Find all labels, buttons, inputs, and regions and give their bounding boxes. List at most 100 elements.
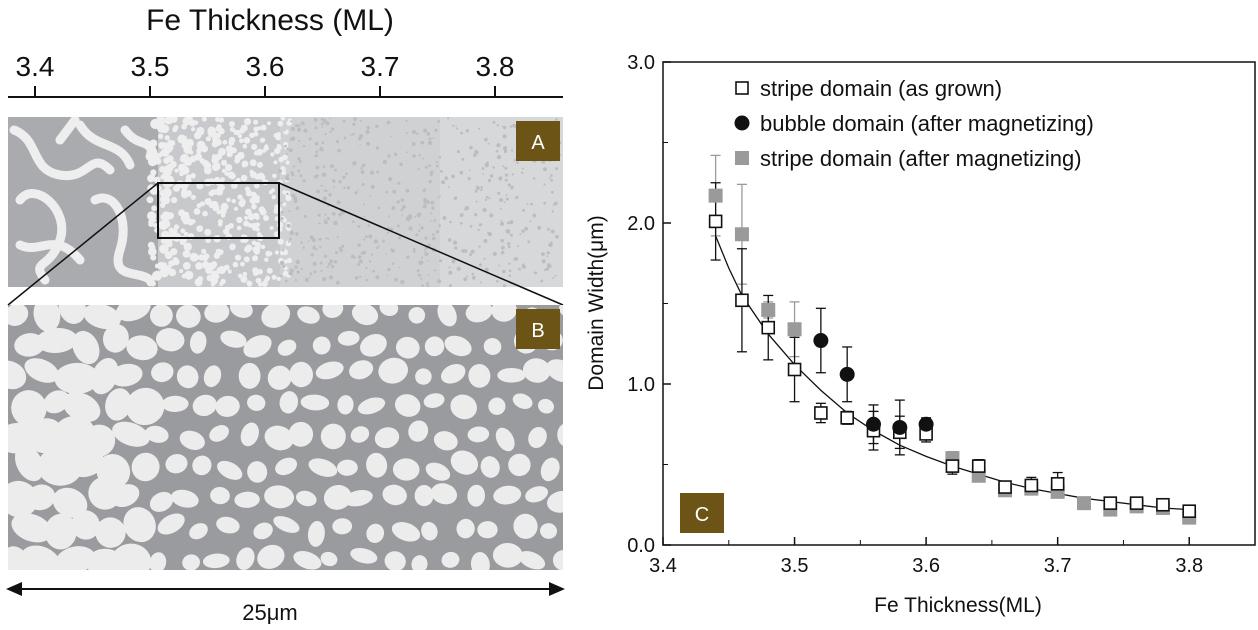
domain-bubble (149, 552, 167, 570)
domain-texture (369, 194, 371, 197)
top-axis-tick-label: 3.4 (16, 51, 55, 82)
domain-bubble (148, 221, 154, 227)
domain-texture (408, 226, 413, 231)
domain-texture (365, 129, 370, 135)
domain-bubble (236, 547, 255, 570)
domain-texture (350, 133, 352, 136)
domain-bubble (165, 164, 174, 172)
domain-texture (513, 159, 516, 162)
domain-texture (492, 251, 497, 256)
domain-texture (550, 174, 553, 177)
domain-bubble (197, 276, 204, 282)
domain-texture (328, 193, 332, 197)
domain-bubble (243, 220, 250, 227)
domain-bubble (196, 148, 202, 154)
domain-texture (451, 174, 455, 179)
domain-texture (284, 175, 289, 181)
domain-bubble (240, 174, 248, 182)
domain-bubble (64, 446, 104, 478)
domain-texture (314, 175, 318, 179)
domain-texture (320, 184, 323, 187)
domain-texture (323, 220, 328, 225)
domain-bubble (249, 132, 255, 138)
domain-bubble (205, 136, 211, 142)
domain-texture (367, 224, 371, 227)
domain-texture (505, 197, 509, 201)
marker-stripe-as-grown (1024, 478, 1039, 493)
domain-texture (463, 277, 468, 282)
domain-texture (467, 177, 471, 181)
domain-texture (298, 140, 301, 142)
marker-stripe-as-grown (998, 480, 1012, 494)
domain-texture (281, 210, 284, 214)
domain-texture (489, 174, 494, 178)
domain-bubble (492, 542, 523, 568)
domain-bubble (218, 147, 226, 156)
domain-bubble (547, 490, 563, 513)
domain-bubble (382, 484, 407, 506)
domain-texture (388, 177, 393, 182)
domain-texture (399, 162, 403, 166)
marker-stripe-after-magnetizing (1076, 496, 1091, 511)
domain-bubble (220, 213, 226, 218)
domain-bubble (157, 513, 185, 535)
domain-texture (353, 256, 356, 259)
domain-texture (376, 170, 379, 174)
domain-texture (368, 260, 372, 263)
domain-texture (363, 238, 366, 241)
domain-bubble (431, 483, 458, 505)
domain-bubble (251, 143, 258, 151)
domain-bubble (235, 177, 241, 183)
domain-texture (405, 132, 408, 134)
domain-texture (496, 280, 499, 283)
domain-texture (326, 216, 330, 221)
domain-texture (323, 218, 326, 221)
domain-bubble (283, 141, 289, 147)
domain-bubble (35, 328, 78, 353)
domain-bubble (193, 208, 201, 215)
domain-texture (465, 129, 470, 133)
domain-texture (322, 150, 325, 152)
domain-bubble (190, 173, 196, 179)
domain-bubble (227, 164, 232, 170)
badge-a-label: A (531, 132, 545, 154)
domain-texture (510, 187, 513, 190)
domain-texture (547, 228, 550, 231)
domain-texture (550, 229, 555, 234)
domain-bubble (164, 251, 173, 260)
domain-texture (487, 232, 492, 237)
domain-texture (511, 173, 514, 176)
domain-bubble (201, 117, 207, 122)
domain-texture (294, 124, 298, 128)
domain-texture (387, 154, 391, 158)
domain-texture (507, 242, 511, 246)
domain-texture (334, 251, 339, 255)
domain-texture (375, 275, 380, 280)
domain-bubble (217, 460, 243, 480)
domain-bubble (300, 394, 330, 411)
domain-texture (477, 228, 480, 232)
domain-bubble (217, 266, 226, 274)
domain-texture (290, 126, 295, 132)
domain-texture (333, 259, 338, 264)
domain-texture (545, 267, 549, 271)
domain-bubble (244, 215, 249, 221)
domain-bubble (350, 547, 378, 564)
domain-bubble (540, 523, 557, 539)
domain-bubble (174, 168, 179, 173)
domain-bubble (242, 271, 248, 277)
domain-texture (438, 156, 442, 159)
domain-bubble (546, 359, 563, 383)
domain-bubble (337, 395, 354, 415)
domain-bubble (233, 129, 239, 135)
domain-bubble (165, 454, 188, 474)
domain-texture (295, 206, 300, 210)
domain-bubble (288, 421, 314, 447)
marker-stripe-as-grown (814, 406, 828, 420)
domain-bubble (206, 274, 214, 282)
domain-texture (428, 179, 432, 184)
marker-stripe-as-grown (761, 320, 776, 335)
domain-bubble (185, 190, 192, 197)
domain-texture (553, 201, 558, 206)
